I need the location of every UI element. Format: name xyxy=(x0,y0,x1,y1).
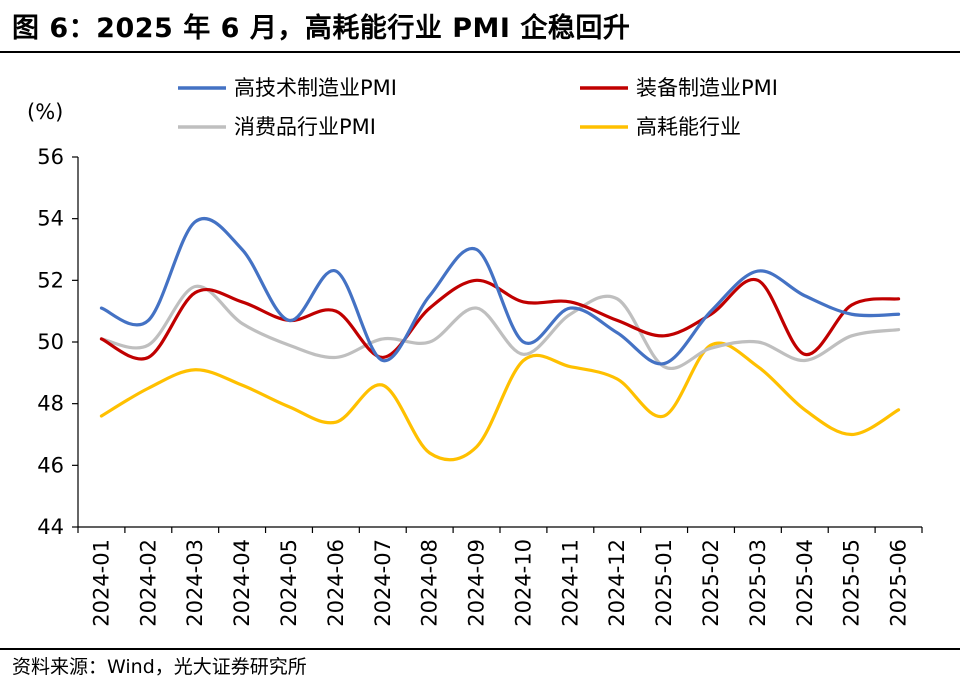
x-tick-label: 2025-04 xyxy=(793,539,817,627)
x-tick-label: 2024-07 xyxy=(371,539,395,627)
y-tick-label: 52 xyxy=(37,268,64,292)
y-tick-label: 46 xyxy=(37,453,64,477)
y-axis-unit-label: (%) xyxy=(27,100,63,124)
y-tick-label: 56 xyxy=(37,145,64,169)
y-tick-label: 44 xyxy=(37,515,64,539)
x-tick-label: 2024-10 xyxy=(511,539,535,627)
bottom-rule xyxy=(0,648,960,650)
x-tick-label: 2025-06 xyxy=(887,539,911,627)
series-line-4 xyxy=(99,341,901,462)
x-tick-label: 2025-02 xyxy=(699,539,723,627)
legend: 高技术制造业PMI 装备制造业PMI 消费品行业PMI 高耗能行业 xyxy=(178,76,778,139)
x-tick-label: 2024-02 xyxy=(136,539,160,627)
x-tick-label: 2025-05 xyxy=(840,539,864,627)
x-tick-label: 2024-03 xyxy=(183,539,207,627)
x-tick-label: 2025-01 xyxy=(652,539,676,627)
top-rule xyxy=(0,51,960,53)
y-tick-label: 48 xyxy=(37,392,64,416)
x-tick-label: 2024-01 xyxy=(89,539,113,627)
legend-label-1: 高技术制造业PMI xyxy=(234,76,397,100)
source-note: 资料来源：Wind，光大证券研究所 xyxy=(12,656,307,678)
series-line-3 xyxy=(99,284,901,370)
x-tick-label: 2024-08 xyxy=(418,539,442,627)
series-line-2 xyxy=(99,277,901,361)
x-tick-label: 2025-03 xyxy=(746,539,770,627)
series-layer xyxy=(99,216,901,462)
x-tick-label: 2024-12 xyxy=(605,539,629,627)
x-tick-label: 2024-11 xyxy=(558,539,582,627)
y-tick-label: 50 xyxy=(37,330,64,354)
axes: 44 46 48 50 52 54 56 2024-01 2024-02 2024-03 2024-… xyxy=(37,145,923,627)
legend-label-2: 装备制造业PMI xyxy=(636,76,778,100)
series-line-1 xyxy=(99,216,901,366)
y-tick-label: 54 xyxy=(37,207,64,231)
x-tick-label: 2024-05 xyxy=(277,539,301,627)
x-tick-label: 2024-04 xyxy=(230,539,254,627)
figure-title: 图 6：2025 年 6 月，高耗能行业 PMI 企稳回升 xyxy=(12,13,631,44)
legend-label-4: 高耗能行业 xyxy=(636,115,741,139)
legend-label-3: 消费品行业PMI xyxy=(234,115,376,139)
x-tick-label: 2024-09 xyxy=(465,539,489,627)
x-tick-label: 2024-06 xyxy=(324,539,348,627)
